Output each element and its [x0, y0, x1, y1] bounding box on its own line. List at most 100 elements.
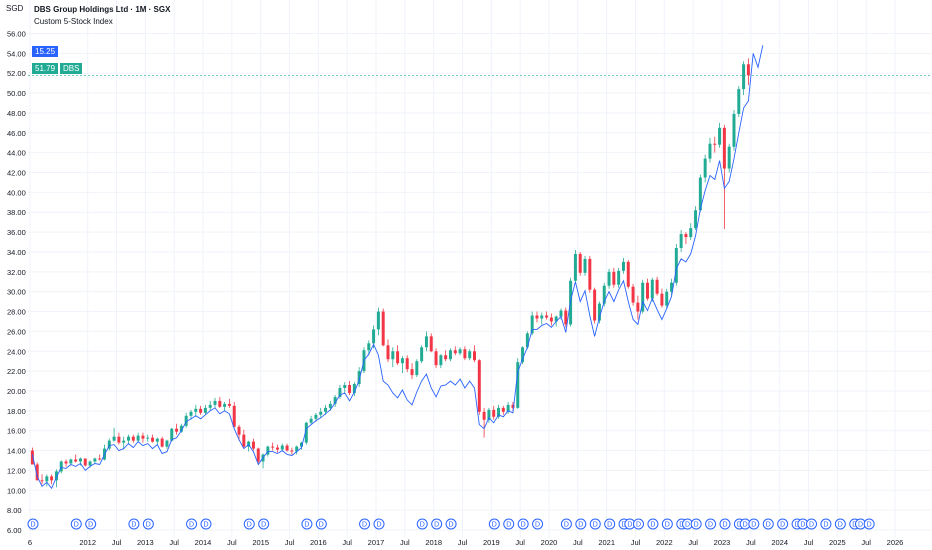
chart-grid — [28, 0, 932, 538]
candle-body — [155, 438, 159, 442]
candle-body — [650, 279, 654, 299]
candle-body — [131, 436, 135, 441]
candle-body — [304, 422, 308, 443]
candle-body — [213, 400, 217, 405]
candle-body — [165, 440, 169, 447]
candle-body — [434, 351, 438, 366]
candle-body — [170, 428, 174, 441]
candle-body — [511, 404, 515, 408]
svg-text:D: D — [627, 522, 632, 529]
candle-body — [348, 385, 352, 393]
svg-text:D: D — [506, 522, 511, 529]
candle-body — [93, 458, 97, 462]
y-tick-label: 30.00 — [7, 288, 26, 297]
dividend-marker: D — [532, 518, 544, 530]
candle-body — [396, 351, 400, 364]
candle-body — [275, 447, 279, 450]
svg-text:D: D — [708, 522, 713, 529]
dividend-marker: D — [863, 518, 875, 530]
candle-body — [35, 464, 39, 481]
candle-body — [525, 333, 529, 348]
svg-text:D: D — [722, 522, 727, 529]
y-tick-label: 28.00 — [7, 308, 26, 317]
x-axis-labels: 6 2012 Jul 2013 Jul 2014 Jul 2015 Jul 2016 Jul 2017… — [28, 538, 903, 547]
candle-body — [179, 425, 183, 432]
candle-body — [578, 253, 582, 273]
y-tick-label: 14.00 — [7, 447, 26, 456]
candle-body — [694, 210, 698, 229]
candle-body — [372, 329, 376, 344]
candle-body — [746, 64, 750, 76]
candle-body — [54, 471, 58, 481]
y-tick-label: 56.00 — [7, 30, 26, 39]
svg-text:D: D — [88, 522, 93, 529]
candle-body — [59, 461, 63, 472]
dividend-marker: D — [719, 518, 731, 530]
dividend-marker: D — [315, 518, 327, 530]
x-tick-label: 2013 — [137, 538, 154, 547]
dividend-marker: D — [85, 518, 97, 530]
dividend-marker: D — [431, 518, 443, 530]
svg-text:D: D — [636, 522, 641, 529]
candle-body — [333, 396, 337, 404]
candle-body — [280, 445, 284, 450]
candle-body — [146, 437, 150, 439]
candle-body — [448, 350, 452, 360]
x-tick-label: Jul — [169, 538, 179, 547]
x-tick-label: 2015 — [252, 538, 269, 547]
candle-body — [232, 405, 236, 427]
y-tick-label: 22.00 — [7, 367, 26, 376]
candle-body — [732, 113, 736, 147]
x-tick-label: Jul — [631, 538, 641, 547]
candle-body — [141, 435, 145, 439]
candle-body — [251, 441, 255, 449]
x-tick-label: 2012 — [79, 538, 96, 547]
candle-body — [175, 428, 179, 432]
candle-body — [742, 64, 746, 90]
svg-text:D: D — [535, 522, 540, 529]
symbol-title[interactable]: DBS Group Holdings Ltd · 1M · SGX — [34, 5, 171, 14]
dividend-marker: D — [748, 518, 760, 530]
svg-text:D: D — [751, 522, 756, 529]
candle-body — [256, 448, 260, 462]
y-tick-label: 42.00 — [7, 169, 26, 178]
candle-body — [521, 347, 525, 363]
candle-body — [189, 411, 193, 416]
candle-body — [549, 317, 553, 322]
candle-body — [208, 404, 212, 408]
x-tick-label: 6 — [28, 538, 32, 547]
svg-text:D: D — [189, 522, 194, 529]
svg-text:D: D — [521, 522, 526, 529]
index-title[interactable]: Custom 5-Stock Index — [34, 17, 113, 26]
y-tick-label: 40.00 — [7, 188, 26, 197]
candle-body — [199, 408, 203, 413]
candle-body — [679, 234, 683, 248]
candle-body — [410, 369, 414, 376]
candle-body — [400, 358, 404, 364]
y-tick-label: 6.00 — [7, 526, 22, 535]
x-tick-label: 2019 — [483, 538, 500, 547]
candle-body — [415, 361, 419, 376]
index-value-tag: 15.25 — [32, 46, 59, 57]
last-price-tag: 51.79 — [32, 63, 59, 74]
candle-body — [74, 459, 78, 462]
svg-text:D: D — [304, 522, 309, 529]
candle-body — [689, 228, 693, 238]
candle-body — [665, 291, 669, 306]
x-tick-label: Jul — [458, 538, 468, 547]
candle-body — [300, 442, 303, 447]
x-tick-label: Jul — [227, 538, 237, 547]
candle-body — [88, 461, 92, 466]
y-tick-label: 34.00 — [7, 248, 26, 257]
candle-body — [237, 426, 241, 435]
candle-body — [117, 436, 121, 443]
candle-body — [218, 400, 222, 407]
x-tick-label: Jul — [112, 538, 122, 547]
candle-body — [45, 476, 49, 482]
svg-text:D: D — [780, 522, 785, 529]
dividend-marker: D — [575, 518, 587, 530]
candle-body — [516, 362, 520, 408]
candle-body — [122, 440, 126, 443]
